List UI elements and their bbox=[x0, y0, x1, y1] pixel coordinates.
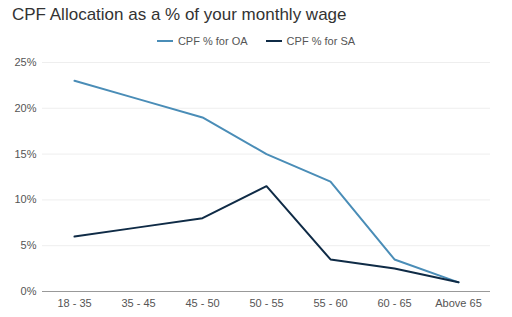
html-text:CPF % for OA: CPF % for OA bbox=[177, 35, 248, 47]
svg-text:18 - 35: 18 - 35 bbox=[57, 297, 91, 309]
svg-text:35 - 45: 35 - 45 bbox=[121, 297, 155, 309]
svg-text:45 - 50: 45 - 50 bbox=[185, 297, 219, 309]
svg-text:15%: 15% bbox=[14, 148, 36, 160]
html-text:CPF Allocation as a % of your: CPF Allocation as a % of your monthly wa… bbox=[12, 5, 347, 24]
svg-text:Above 65: Above 65 bbox=[435, 297, 481, 309]
svg-text:20%: 20% bbox=[14, 102, 36, 114]
svg-text:25%: 25% bbox=[14, 56, 36, 68]
svg-text:50 - 55: 50 - 55 bbox=[249, 297, 283, 309]
svg-text:10%: 10% bbox=[14, 193, 36, 205]
html-text:CPF % for SA: CPF % for SA bbox=[286, 35, 356, 47]
svg-text:0%: 0% bbox=[21, 285, 37, 297]
svg-text:60 - 65: 60 - 65 bbox=[377, 297, 411, 309]
svg-text:55 - 60: 55 - 60 bbox=[313, 297, 347, 309]
svg-text:5%: 5% bbox=[21, 239, 37, 251]
